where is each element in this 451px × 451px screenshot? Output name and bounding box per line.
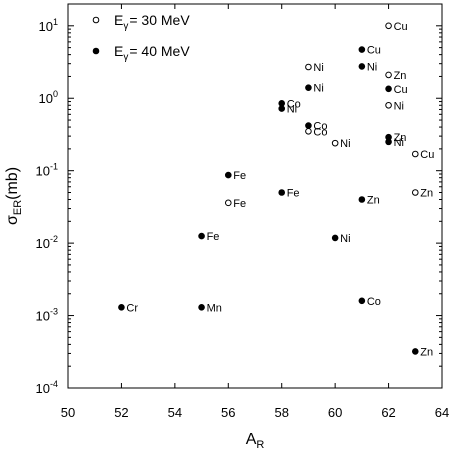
- point-40mev-ni: [305, 84, 312, 91]
- point-label: Co: [367, 296, 381, 308]
- x-axis: 50 52 54 56 58 60 62 64: [61, 4, 449, 420]
- legend-entry-30mev: Eγ= 30 MeV: [92, 12, 190, 32]
- point-label: Co: [313, 121, 327, 133]
- y-tick-label: 10-4: [36, 379, 58, 396]
- y-tick-label: 10-1: [36, 162, 58, 179]
- point-40mev-mn: [198, 304, 205, 311]
- point-label: Mn: [207, 302, 222, 314]
- point-label: Zn: [420, 187, 433, 199]
- point-30mev-cu: [385, 22, 392, 30]
- point-30mev-ni: [331, 139, 339, 147]
- x-tick-label: 60: [328, 405, 342, 420]
- point-label: Ni: [394, 137, 404, 149]
- point-30mev-zn: [411, 189, 419, 196]
- point-label: Ni: [287, 104, 297, 116]
- point-label: Zn: [394, 70, 407, 82]
- plot-frame: [67, 3, 443, 389]
- point-label: Zn: [420, 346, 433, 358]
- legend: Eγ= 30 MeV Eγ= 40 MeV: [92, 12, 190, 63]
- point-label: Ni: [340, 138, 350, 150]
- point-30mev-ni: [385, 101, 392, 109]
- point-label: Cr: [126, 302, 138, 314]
- point-label: Ni: [367, 61, 377, 73]
- point-label: Ni: [394, 100, 404, 112]
- y-axis: 10-4 10-3 10-2 10-1 100 101: [36, 3, 442, 396]
- point-40mev-ni: [358, 63, 366, 70]
- point-40mev-ni: [278, 105, 286, 112]
- point-label: Fe: [207, 231, 220, 243]
- x-tick-label: 58: [274, 405, 288, 420]
- point-label: Fe: [287, 187, 300, 199]
- point-label: Ni: [313, 62, 323, 74]
- point-label: Ni: [340, 233, 350, 245]
- point-40mev-cu: [385, 85, 392, 93]
- x-tick-label: 50: [61, 405, 75, 420]
- legend-marker-open: [92, 16, 100, 24]
- point-40mev-zn: [411, 348, 419, 355]
- point-label: Co: [313, 126, 327, 138]
- point-label: Cu: [367, 45, 381, 57]
- point-40mev-ni: [331, 234, 339, 242]
- y-tick-label: 100: [39, 89, 58, 106]
- x-tick-label: 62: [381, 405, 395, 420]
- point-label: Fe: [233, 198, 246, 210]
- x-tick-label: 52: [114, 405, 128, 420]
- point-label: Co: [287, 98, 301, 110]
- legend-marker-filled: [92, 47, 100, 55]
- legend-entry-40mev: Eγ= 40 MeV: [92, 43, 190, 63]
- point-30mev-ni: [305, 63, 312, 71]
- point-label: Cu: [394, 84, 408, 96]
- y-axis-title: σER(mb): [4, 167, 24, 225]
- y-tick-label: 10-3: [36, 307, 58, 324]
- point-label: Ni: [313, 83, 323, 95]
- point-40mev-fe: [278, 189, 286, 196]
- point-label: Fe: [233, 170, 246, 182]
- y-tick-label: 101: [39, 17, 58, 34]
- point-label: Zn: [367, 195, 380, 207]
- point-40mev-fe: [224, 171, 232, 179]
- point-30mev-fe: [224, 199, 232, 207]
- point-label: Zn: [394, 132, 407, 144]
- point-30mev-cu: [411, 150, 419, 158]
- point-label: Cu: [394, 21, 408, 33]
- point-40mev-cu: [358, 46, 366, 53]
- point-40mev-ni: [385, 138, 392, 146]
- legend-label-30mev: Eγ= 30 MeV: [114, 12, 190, 32]
- x-tick-label: 56: [221, 405, 235, 420]
- point-30mev-zn: [385, 71, 392, 79]
- x-axis-title: AR: [246, 431, 265, 451]
- point-40mev-fe: [198, 232, 205, 240]
- x-tick-label: 64: [435, 405, 449, 420]
- legend-label-40mev: Eγ= 40 MeV: [114, 43, 190, 63]
- point-40mev-zn: [358, 196, 366, 203]
- point-label: Cu: [420, 149, 434, 161]
- y-tick-label: 10-2: [36, 234, 58, 251]
- x-tick-label: 54: [168, 405, 182, 420]
- point-30mev-co: [305, 127, 312, 135]
- point-40mev-co: [358, 297, 366, 305]
- point-40mev-cr: [118, 304, 125, 311]
- point-40mev-co: [305, 122, 312, 129]
